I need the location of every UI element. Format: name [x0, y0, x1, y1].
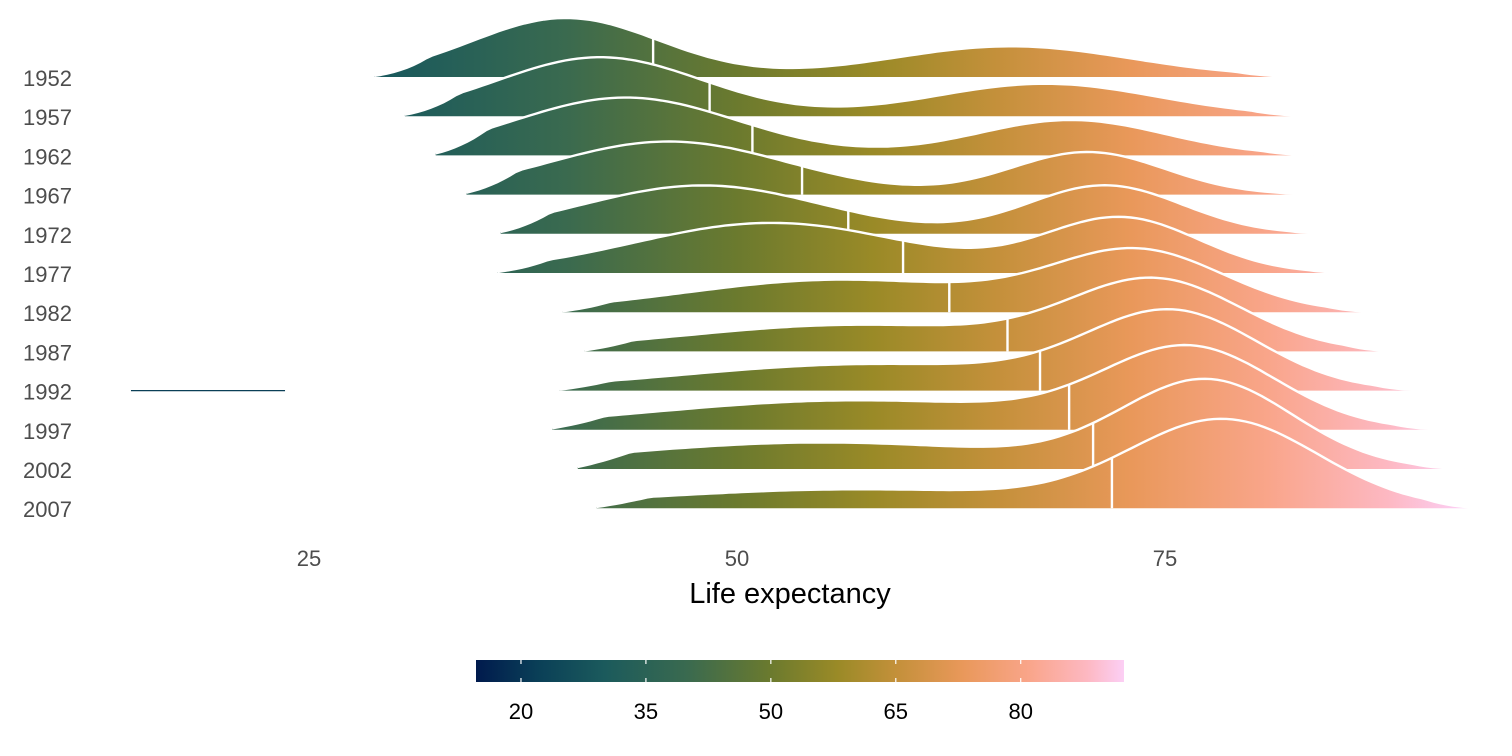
ridge-outline-1967 [466, 140, 1326, 196]
y-tick-2007: 2007 [23, 497, 72, 522]
y-tick-1952: 1952 [23, 66, 72, 91]
y-tick-1972: 1972 [23, 223, 72, 248]
y-tick-1967: 1967 [23, 184, 72, 209]
y-tick-1997: 1997 [23, 419, 72, 444]
ridge-outline-2007 [596, 417, 1479, 509]
ridge-outline-1962 [435, 96, 1314, 157]
ridge-outline-1992 [558, 307, 1427, 392]
ridge-outline-1987 [584, 276, 1395, 353]
y-axis: 1952 1957 1962 1967 1972 1977 1982 1987 1992 1997… [23, 66, 72, 522]
y-tick-1977: 1977 [23, 262, 72, 287]
ridge-outline-1977 [497, 215, 1359, 275]
legend-tick-80: 80 [1008, 699, 1032, 724]
ridge-outline-2002 [577, 377, 1465, 470]
ridge-outline-1957 [404, 56, 1303, 118]
y-tick-1992: 1992 [23, 380, 72, 405]
legend-tick-35: 35 [634, 699, 658, 724]
x-axis: 25 50 75 [297, 546, 1177, 571]
ridge-1952 [373, 16, 1291, 78]
x-tick-25: 25 [297, 546, 321, 571]
legend-tick-50: 50 [759, 699, 783, 724]
legend-tick-20: 20 [509, 699, 533, 724]
x-tick-75: 75 [1153, 546, 1177, 571]
legend-colorbar [476, 660, 1124, 682]
x-tick-50: 50 [725, 546, 749, 571]
y-tick-1957: 1957 [23, 105, 72, 130]
ridge-2007 [596, 417, 1479, 509]
ridge-outline-1997 [551, 343, 1446, 431]
legend-tick-65: 65 [884, 699, 908, 724]
y-tick-1962: 1962 [23, 144, 72, 169]
y-tick-1982: 1982 [23, 301, 72, 326]
ridge-1967 [466, 140, 1326, 196]
ridge-outline-1952 [373, 16, 1291, 78]
ridge-outline-1972 [500, 183, 1338, 235]
x-axis-label: Life expectancy [689, 578, 891, 610]
y-tick-1987: 1987 [23, 340, 72, 365]
ridges-group [130, 16, 1479, 509]
ridge-area-2007 [596, 418, 1479, 509]
color-legend: 20 35 50 65 80 [476, 660, 1124, 724]
ridge-outline-1982 [562, 246, 1378, 314]
y-tick-2002: 2002 [23, 458, 72, 483]
